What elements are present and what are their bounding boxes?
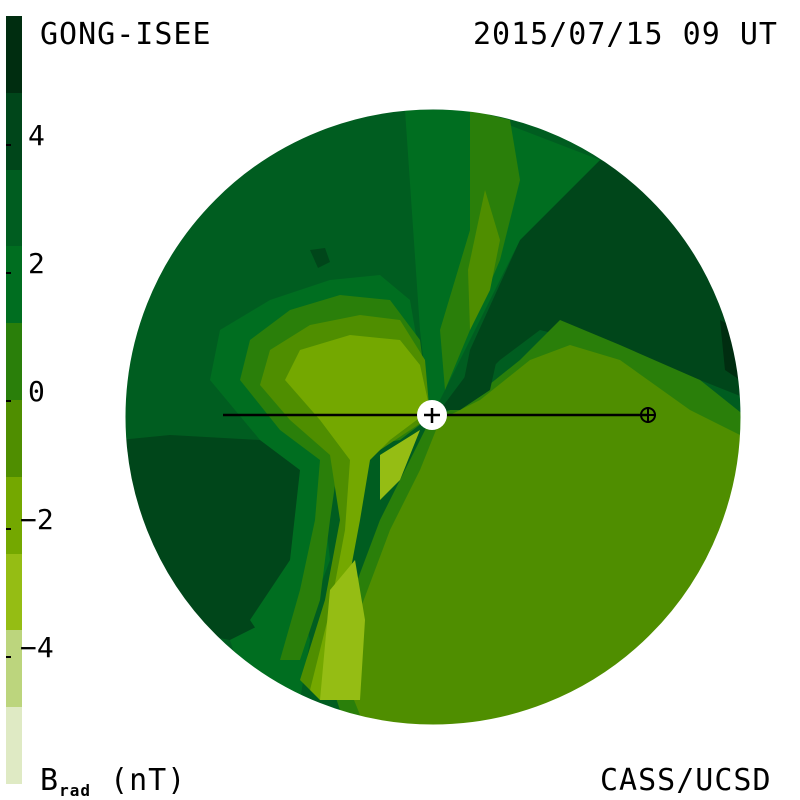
colorbar-tick-mark xyxy=(6,400,11,402)
colorbar-tick-mark xyxy=(6,656,11,658)
source-title: GONG-ISEE xyxy=(40,17,212,52)
colorbar-unit-label: Brad (nT) xyxy=(40,763,187,800)
colorbar-segment xyxy=(6,707,22,785)
credit-label: CASS/UCSD xyxy=(600,763,772,798)
colorbar-segment xyxy=(6,323,22,401)
colorbar-segment xyxy=(6,169,22,247)
colorbar-segment xyxy=(6,246,22,324)
earth-icon xyxy=(640,407,656,423)
colorbar-tick-label: 4 xyxy=(28,119,45,152)
colorbar-segment xyxy=(6,92,22,171)
colorbar-tick-mark xyxy=(6,272,11,274)
colorbar-tick-label: −2 xyxy=(20,503,54,536)
colorbar xyxy=(6,16,22,785)
colorbar-segment xyxy=(6,400,22,478)
colorbar-tick-label: 2 xyxy=(28,247,45,280)
colorbar-segment xyxy=(6,16,22,94)
timestamp: 2015/07/15 09 UT xyxy=(473,17,778,52)
colorbar-tick-mark xyxy=(6,144,11,146)
colorbar-segment xyxy=(6,630,22,708)
sun-icon xyxy=(417,400,447,430)
colorbar-segment xyxy=(6,476,22,555)
colorbar-segment xyxy=(6,553,22,631)
colorbar-tick-label: −4 xyxy=(20,631,54,664)
colorbar-tick-mark xyxy=(6,528,11,530)
colorbar-tick-label: 0 xyxy=(28,375,45,408)
